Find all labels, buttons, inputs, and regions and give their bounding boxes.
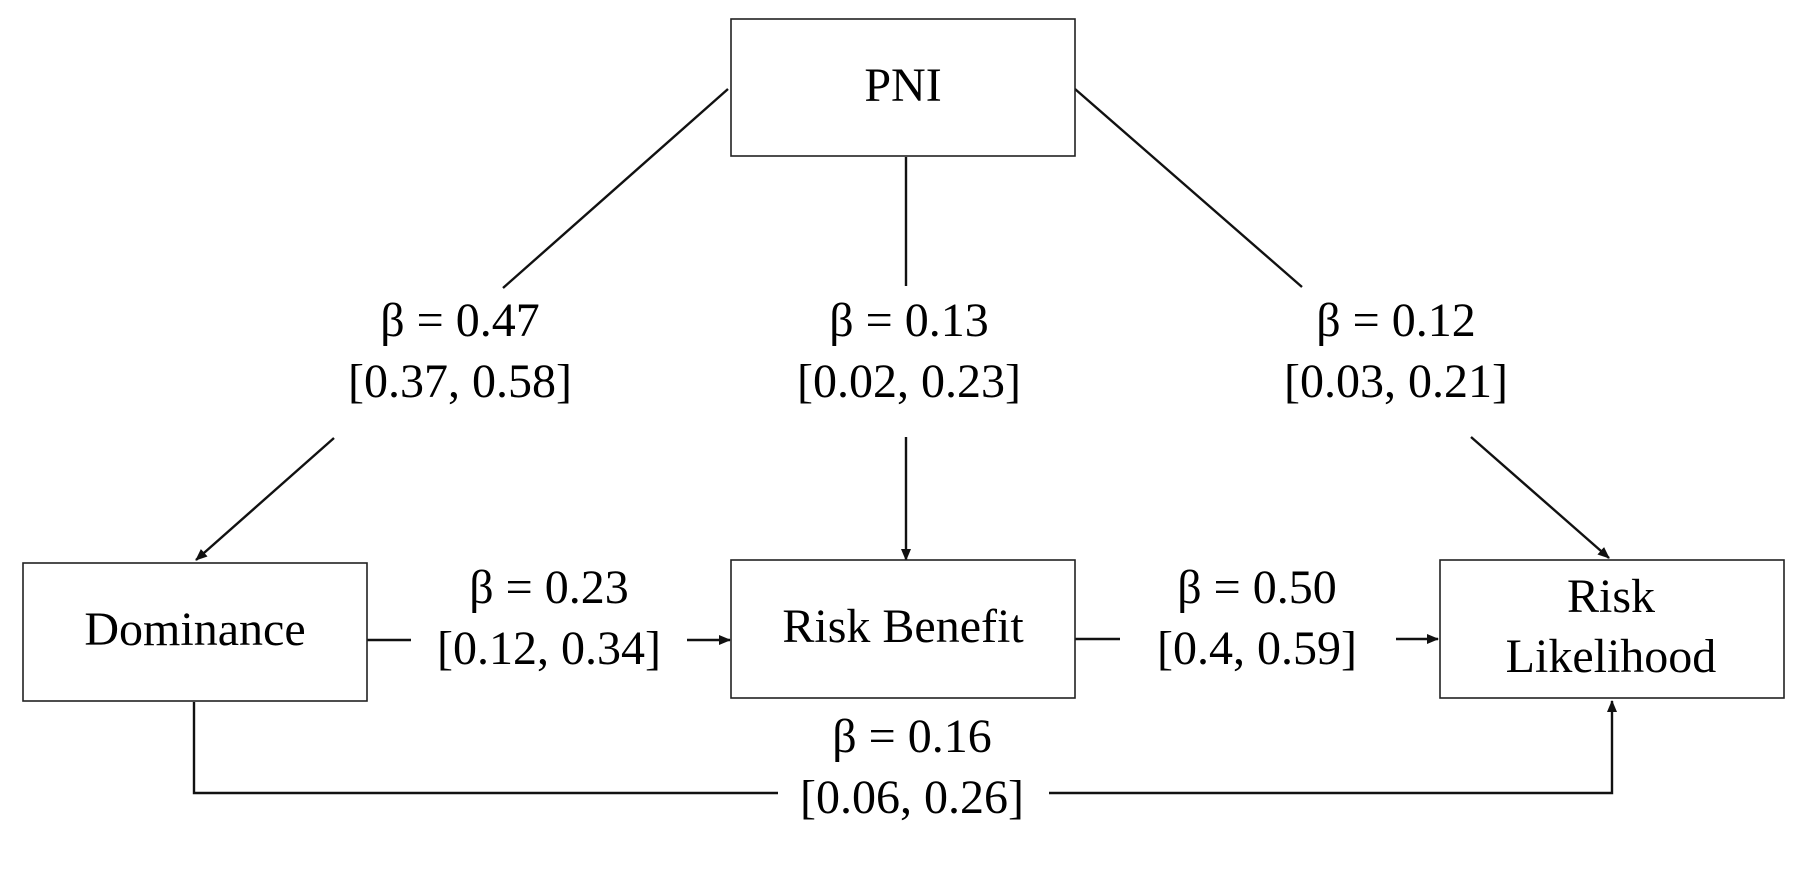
node-dominance-box <box>22 562 368 702</box>
edge-label-beta: β = 0.50 <box>1177 561 1337 614</box>
edge-pni-dominance-upper <box>502 88 729 289</box>
edge-label-ci: [0.02, 0.23] <box>797 355 1021 408</box>
node-risk-likelihood-box <box>1439 559 1785 699</box>
node-risk-likelihood-label-line2: Likelihood <box>1506 630 1717 683</box>
node-risk-benefit-box <box>730 559 1076 699</box>
node-pni-label: PNI <box>864 59 941 112</box>
node-dominance-label: Dominance <box>84 603 305 656</box>
node-dominance: Dominance <box>22 562 368 702</box>
edge-label-ci: [0.12, 0.34] <box>437 622 661 675</box>
edge-dominance-risk-likelihood-arrow <box>1049 700 1617 795</box>
edge-label-beta: β = 0.16 <box>832 710 992 763</box>
edge-label-pni-risk-benefit: β = 0.13 [0.02, 0.23] <box>797 294 1021 408</box>
node-risk-likelihood-label-line1: Risk <box>1567 570 1655 623</box>
edge-pni-dominance-arrow <box>195 437 335 561</box>
edge-label-beta: β = 0.23 <box>469 561 629 614</box>
edge-pni-risk-likelihood-arrow <box>1470 436 1610 559</box>
node-pni: PNI <box>730 18 1076 157</box>
edge-label-beta: β = 0.12 <box>1316 294 1476 347</box>
node-risk-benefit: Risk Benefit <box>730 559 1076 699</box>
node-risk-benefit-label: Risk Benefit <box>782 600 1024 653</box>
edge-label-ci: [0.4, 0.59] <box>1157 622 1357 675</box>
edge-dominance-risk-likelihood-left <box>192 702 778 795</box>
edge-label-beta: β = 0.47 <box>380 294 540 347</box>
edge-pni-risk-likelihood-upper <box>1074 88 1303 288</box>
edge-label-pni-risk-likelihood: β = 0.12 [0.03, 0.21] <box>1284 294 1508 408</box>
edge-label-dominance-risk-likelihood: β = 0.16 [0.06, 0.26] <box>800 710 1024 824</box>
edge-label-ci: [0.03, 0.21] <box>1284 355 1508 408</box>
edge-label-ci: [0.06, 0.26] <box>800 771 1024 824</box>
node-pni-box <box>730 18 1076 157</box>
node-risk-likelihood: Risk Likelihood <box>1439 559 1785 699</box>
edge-label-ci: [0.37, 0.58] <box>348 355 572 408</box>
edge-label-risk-benefit-risk-likelihood: β = 0.50 [0.4, 0.59] <box>1157 561 1357 675</box>
edge-label-pni-dominance: β = 0.47 [0.37, 0.58] <box>348 294 572 408</box>
edge-label-beta: β = 0.13 <box>829 294 989 347</box>
edge-label-dominance-risk-benefit: β = 0.23 [0.12, 0.34] <box>437 561 661 675</box>
